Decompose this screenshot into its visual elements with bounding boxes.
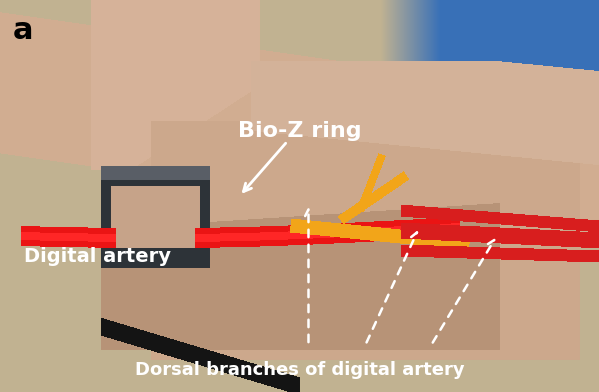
- Text: Bio-Z ring: Bio-Z ring: [238, 121, 361, 142]
- Text: Dorsal branches of digital artery: Dorsal branches of digital artery: [135, 361, 464, 379]
- Text: a: a: [13, 16, 34, 45]
- Text: Digital artery: Digital artery: [24, 247, 171, 266]
